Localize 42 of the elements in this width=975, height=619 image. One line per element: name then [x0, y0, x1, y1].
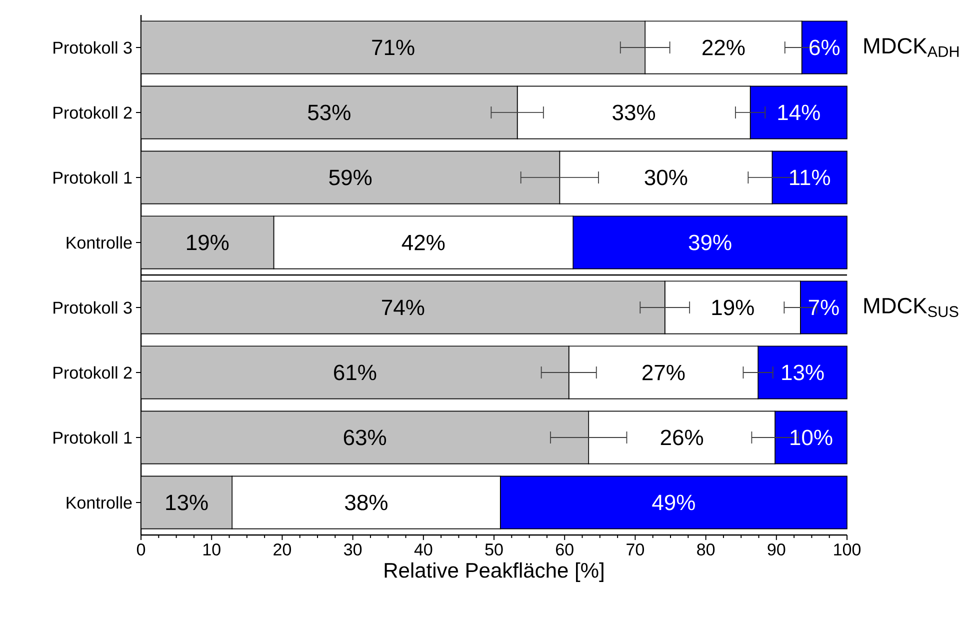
y-tick-label: Protokoll 3 [54, 301, 132, 314]
x-tick-label: 20 [274, 544, 292, 556]
x-tick-label: 100 [834, 544, 861, 556]
y-tick-label: Protokoll 1 [54, 431, 132, 444]
data-label: 30% [644, 170, 688, 186]
data-label: 59% [329, 170, 372, 186]
data-label: 42% [402, 234, 445, 250]
data-label: 49% [652, 494, 695, 510]
data-label: 61% [334, 364, 376, 380]
data-label: 14% [778, 104, 820, 120]
y-tick-label: Protokoll 1 [54, 171, 132, 184]
x-tick-label: 10 [203, 544, 220, 556]
x-tick-label: 50 [485, 544, 503, 556]
data-label: 19% [712, 300, 754, 316]
x-tick-label: 70 [626, 544, 644, 556]
x-tick-label: 90 [768, 544, 786, 556]
data-label: 19% [187, 234, 229, 250]
x-tick-label: 40 [414, 544, 432, 556]
data-label: 39% [688, 234, 732, 250]
x-tick-label: 0 [136, 544, 146, 556]
data-label: 27% [642, 364, 685, 380]
x-tick-label: 60 [556, 544, 574, 556]
x-tick-label: 30 [344, 544, 362, 556]
data-label: 26% [660, 430, 704, 446]
data-label: 63% [344, 430, 386, 446]
text: MDCK$_{ADH}$ [864, 38, 959, 57]
data-label: 74% [382, 300, 424, 316]
data-label: 33% [612, 104, 656, 120]
data-label: 38% [345, 494, 388, 510]
y-tick-label: Protokoll 3 [54, 41, 132, 54]
text: MDCK$_{SUS}$ [864, 298, 958, 318]
y-tick-label: Protokoll 2 [54, 366, 132, 379]
data-label: 22% [702, 40, 745, 56]
data-label: 13% [166, 494, 208, 510]
data-label: 53% [308, 104, 350, 120]
y-tick-label: Kontrolle [66, 496, 132, 509]
x-axis-title: Relative Peakfläche [%] [384, 562, 604, 582]
y-tick-label: Kontrolle [66, 236, 132, 249]
y-tick-label: Protokoll 2 [54, 106, 132, 119]
data-label: 13% [782, 364, 824, 380]
data-label: 71% [372, 40, 414, 56]
x-tick-label: 80 [697, 544, 715, 556]
